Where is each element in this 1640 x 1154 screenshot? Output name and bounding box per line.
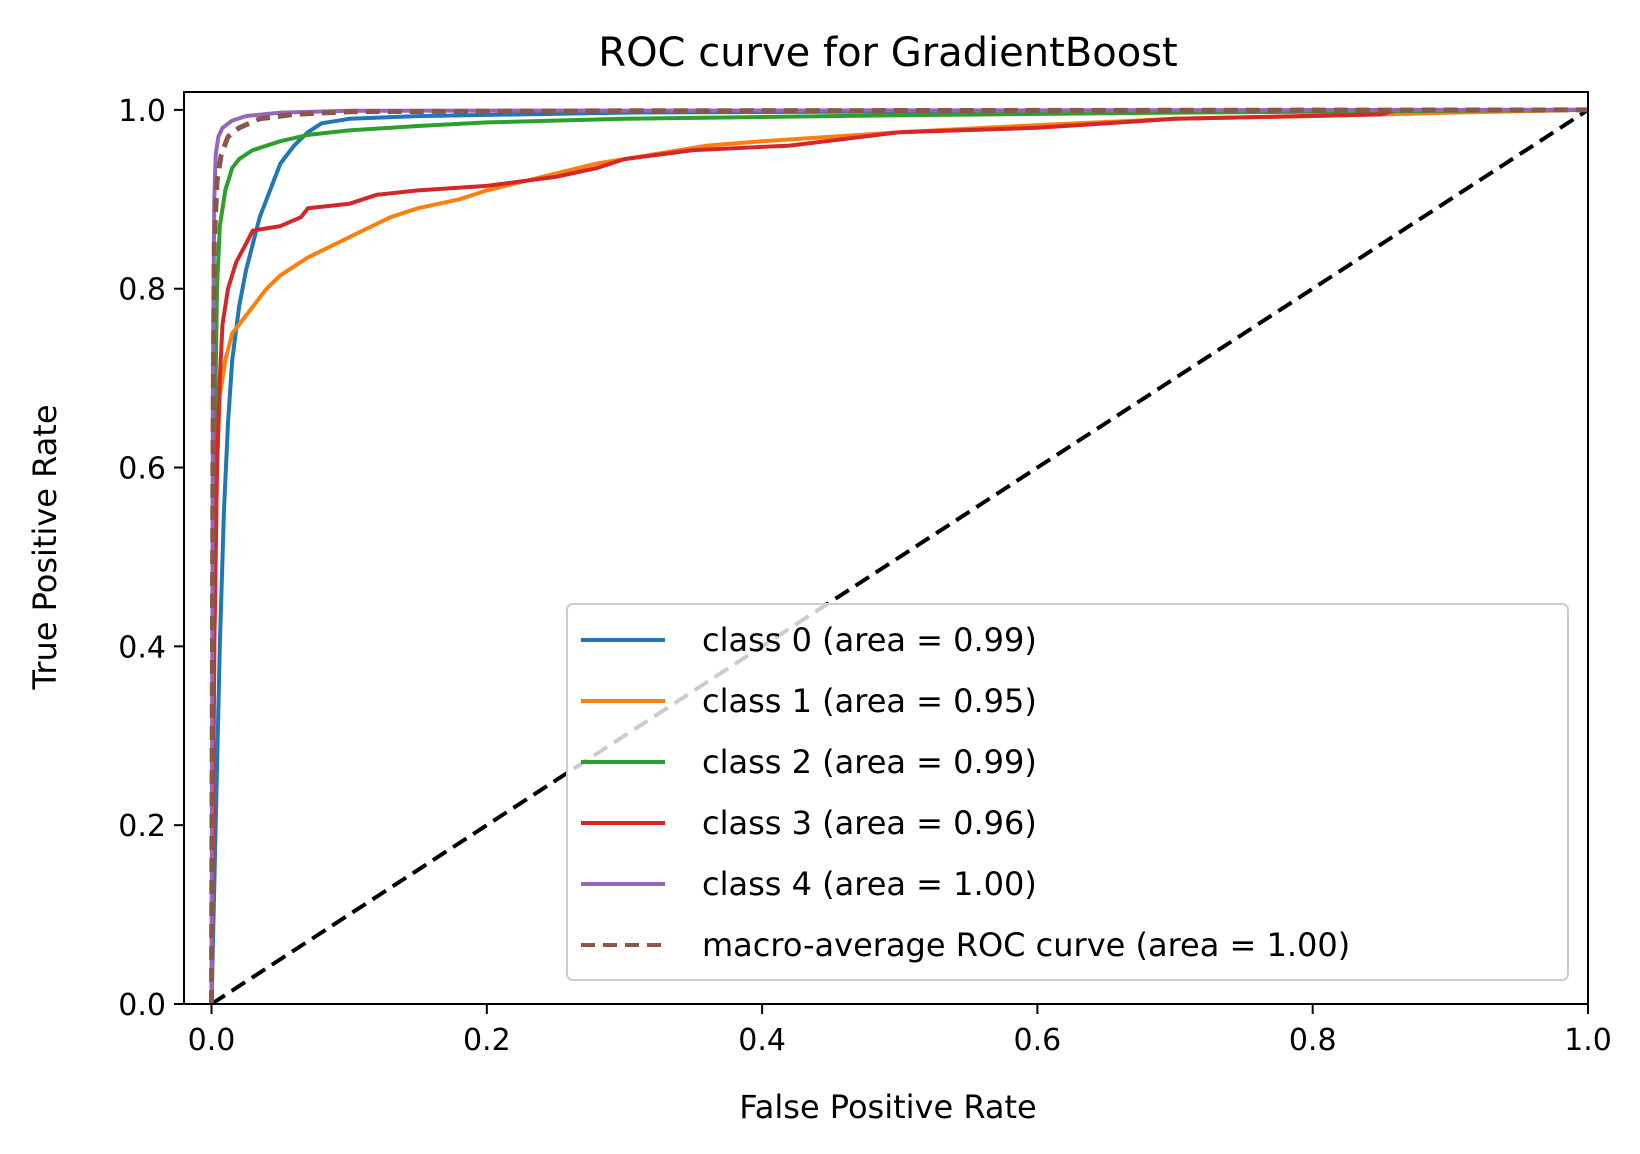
legend-entry-label: macro-average ROC curve (area = 1.00) — [702, 926, 1350, 964]
chart-title: ROC curve for GradientBoost — [598, 30, 1177, 76]
x-axis-label: False Positive Rate — [739, 1088, 1036, 1126]
y-tick-label: 0.0 — [118, 988, 166, 1023]
x-tick-label: 0.0 — [188, 1023, 236, 1058]
legend-entry-label: class 3 (area = 0.96) — [702, 804, 1037, 842]
x-tick-label: 0.2 — [463, 1023, 511, 1058]
series-line-3 — [209, 107, 1588, 1004]
y-tick-label: 0.8 — [118, 273, 166, 308]
y-tick-label: 0.2 — [118, 809, 166, 844]
y-tick-label: 0.4 — [118, 630, 166, 665]
plot-frame — [183, 91, 1589, 1005]
legend-entry-label: class 1 (area = 0.95) — [702, 682, 1037, 720]
legend-entry-label: class 2 (area = 0.99) — [702, 743, 1037, 781]
x-tick-label: 0.4 — [738, 1023, 786, 1058]
y-tick-label: 1.0 — [118, 94, 166, 129]
series-line-0 — [209, 107, 1588, 1004]
y-tick-label: 0.6 — [118, 452, 166, 487]
x-tick-label: 0.6 — [1014, 1023, 1062, 1058]
x-tick-label: 0.8 — [1289, 1023, 1337, 1058]
chance-diagonal-line — [210, 108, 1588, 1004]
series-line-5 — [209, 107, 1588, 1004]
legend-box — [566, 603, 1569, 981]
x-tick-label: 1.0 — [1564, 1023, 1612, 1058]
y-axis-label: True Positive Rate — [26, 404, 64, 690]
legend-entry-label: class 0 (area = 0.99) — [702, 621, 1037, 659]
legend-entry-label: class 4 (area = 1.00) — [702, 865, 1037, 903]
series-line-2 — [209, 107, 1588, 1004]
